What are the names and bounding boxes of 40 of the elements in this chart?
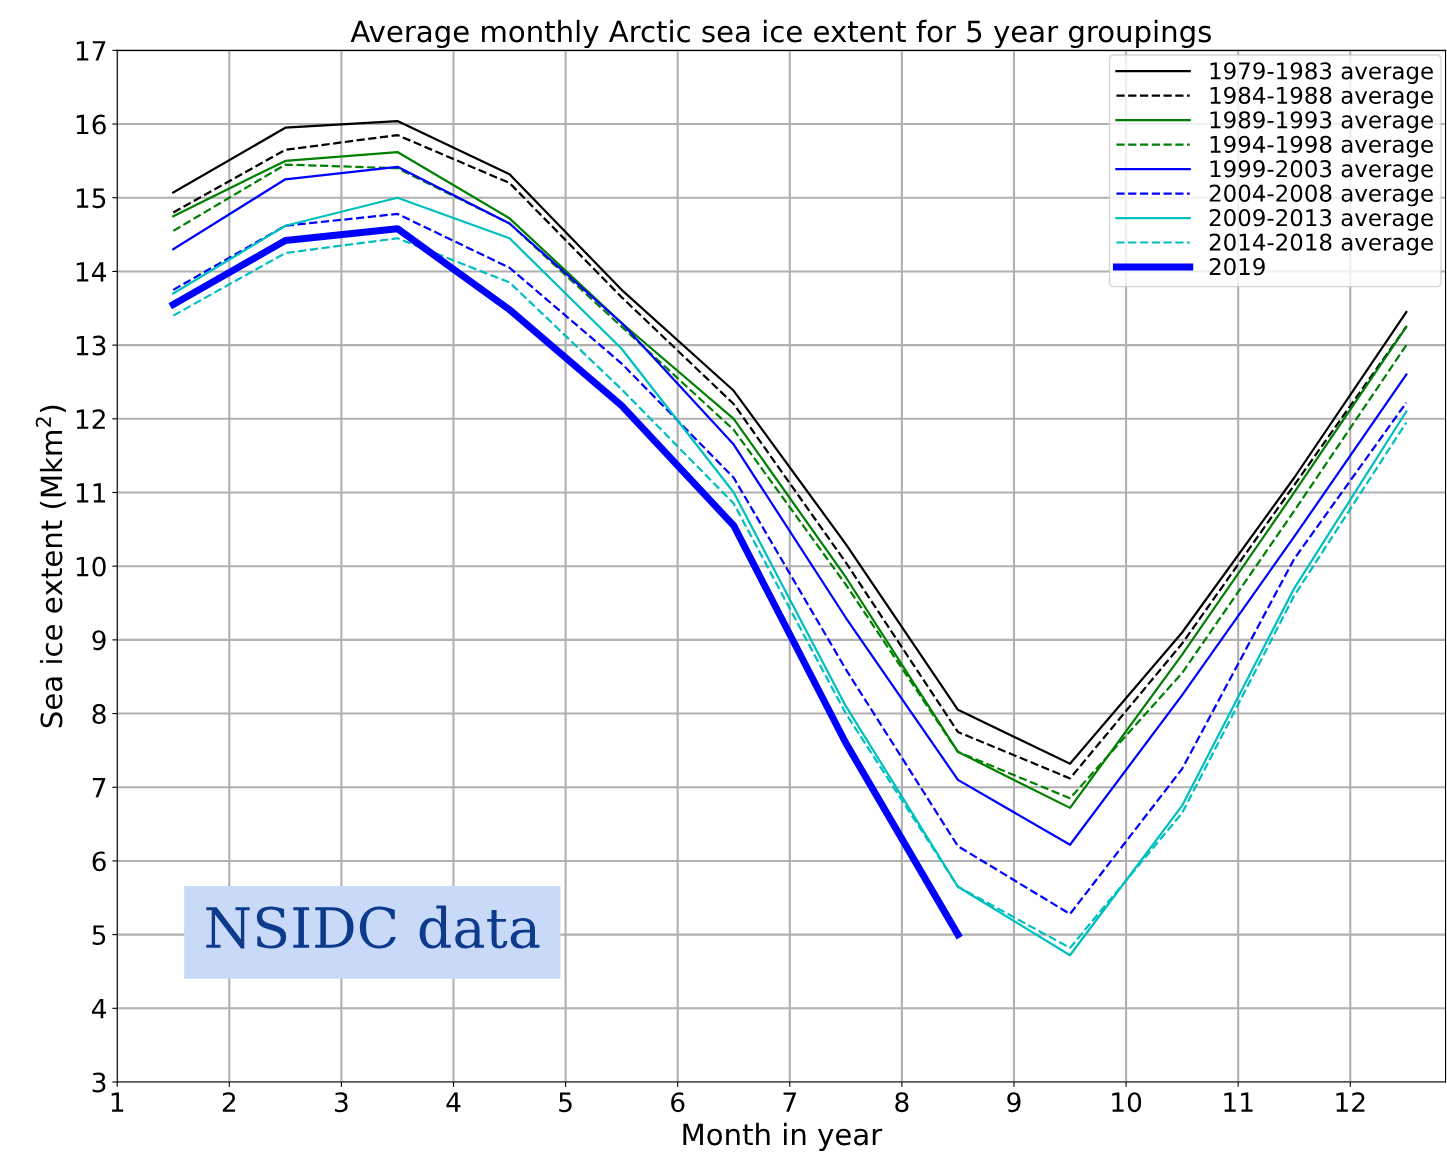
y-tick-label: 13 — [76, 335, 106, 356]
y-tick-label: 4 — [91, 999, 106, 1019]
annotation: NSIDC data — [206, 905, 540, 949]
x-axis-title: Month in year — [683, 1122, 883, 1152]
y-tick-label: 6 — [92, 851, 106, 872]
y-axis-title: Sea ice extent (Mkm$^{2}$) — [35, 405, 66, 728]
legend-label: 1994-1998 average — [1210, 135, 1433, 158]
y-tick-label: 10 — [76, 556, 106, 577]
legend-label: 2009-2013 average — [1209, 209, 1433, 231]
y-tick-label: 12 — [76, 409, 105, 429]
x-tick-label: 4 — [446, 1092, 461, 1112]
x-tick-label: 11 — [1224, 1092, 1253, 1112]
x-tick-label: 1 — [111, 1092, 124, 1112]
legend-label: 2019 — [1209, 257, 1265, 276]
legend-label: 2004-2008 average — [1209, 184, 1433, 207]
y-tick-label: 15 — [76, 188, 106, 209]
chart-title: Average monthly Arctic sea ice extent for 5 year groupings — [350, 19, 1211, 49]
y-tick-label: 11 — [76, 483, 106, 503]
x-tick-label: 9 — [1007, 1092, 1021, 1113]
legend-label: 1999-2003 average — [1210, 160, 1433, 182]
y-tick-label: 14 — [76, 262, 106, 282]
x-tick-label: 2 — [222, 1092, 236, 1112]
x-tick-label: 10 — [1112, 1092, 1142, 1113]
x-tick-label: 7 — [783, 1092, 796, 1112]
x-tick-label: 5 — [559, 1092, 572, 1113]
x-tick-label: 12 — [1336, 1092, 1365, 1112]
legend-label: 1979-1983 average — [1210, 62, 1433, 84]
x-tick-label: 6 — [671, 1092, 685, 1113]
y-tick-label: 3 — [92, 1072, 106, 1093]
y-tick-label: 8 — [92, 704, 106, 724]
legend-label: 2014-2018 average — [1209, 233, 1433, 256]
y-tick-label: 17 — [76, 41, 106, 61]
y-tick-label: 9 — [92, 630, 106, 651]
x-tick-label: 3 — [335, 1092, 348, 1113]
y-tick-label: 5 — [92, 925, 106, 946]
y-tick-label: 7 — [92, 778, 106, 798]
legend-label: 1989-1993 average — [1210, 111, 1433, 133]
x-tick-label: 8 — [895, 1092, 909, 1113]
y-tick-label: 16 — [76, 114, 106, 135]
legend-label: 1984-1988 average — [1210, 86, 1433, 109]
